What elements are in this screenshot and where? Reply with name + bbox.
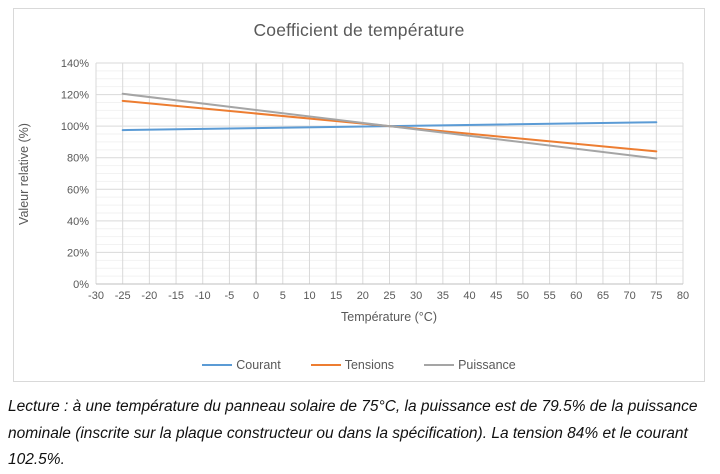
legend-swatch <box>424 364 455 366</box>
legend-item-puissance: Puissance <box>424 358 516 372</box>
y-tick-label: 40% <box>67 216 89 228</box>
x-tick-label: -5 <box>225 290 235 302</box>
legend-swatch <box>310 364 341 366</box>
series-line-puissance <box>121 92 658 160</box>
y-tick-label: 120% <box>61 90 89 102</box>
x-tick-label: -30 <box>88 290 104 302</box>
x-tick-label: 10 <box>303 290 315 302</box>
x-tick-label: -25 <box>115 290 131 302</box>
y-tick-label: 20% <box>67 247 89 259</box>
y-tick-label: 0% <box>73 279 89 291</box>
x-tick-label: 55 <box>543 290 555 302</box>
x-axis-title: Température (°C) <box>341 310 437 324</box>
x-tick-label: 70 <box>624 290 636 302</box>
x-tick-label: 5 <box>280 290 286 302</box>
x-tick-label: 15 <box>330 290 342 302</box>
x-tick-label: 40 <box>463 290 475 302</box>
x-tick-label: -10 <box>195 290 211 302</box>
legend-label: Tensions <box>344 358 395 372</box>
legend-item-courant: Courant <box>202 358 281 372</box>
reading-note: Lecture : à une température du panneau s… <box>8 398 698 469</box>
plot-area: -30 -25 -20 -15 -10 -5 0 5 10 15 20 25 30 35 40 45 50 55 6… <box>17 58 689 324</box>
x-tick-label: 80 <box>677 290 689 302</box>
y-axis-title: Valeur relative (%) <box>17 123 31 225</box>
chart-title: Coefficient de température <box>253 20 465 40</box>
legend: Courant Tensions Puissance <box>14 358 704 372</box>
x-tick-label: 50 <box>517 290 529 302</box>
legend-label: Puissance <box>458 358 516 372</box>
x-tick-label: 35 <box>437 290 449 302</box>
legend-label: Courant <box>236 358 281 372</box>
x-tick-label: 65 <box>597 290 609 302</box>
legend-swatch <box>202 364 233 366</box>
y-tick-label: 100% <box>61 121 89 133</box>
x-tick-label: -15 <box>168 290 184 302</box>
y-tick-label: 80% <box>67 153 89 165</box>
x-tick-label: 25 <box>383 290 395 302</box>
y-tick-label: 140% <box>61 58 89 70</box>
x-tick-label: 0 <box>253 290 259 302</box>
y-tick-label: 60% <box>67 184 89 196</box>
x-tick-label: 20 <box>357 290 369 302</box>
x-tick-label: 45 <box>490 290 502 302</box>
x-tick-label: 60 <box>570 290 582 302</box>
legend-item-tensions: Tensions <box>310 358 395 372</box>
x-tick-label: -20 <box>141 290 157 302</box>
x-tick-label: 75 <box>650 290 662 302</box>
x-tick-label: 30 <box>410 290 422 302</box>
chart-frame: Coefficient de température -30 -25 -20 -15-… <box>13 8 705 382</box>
